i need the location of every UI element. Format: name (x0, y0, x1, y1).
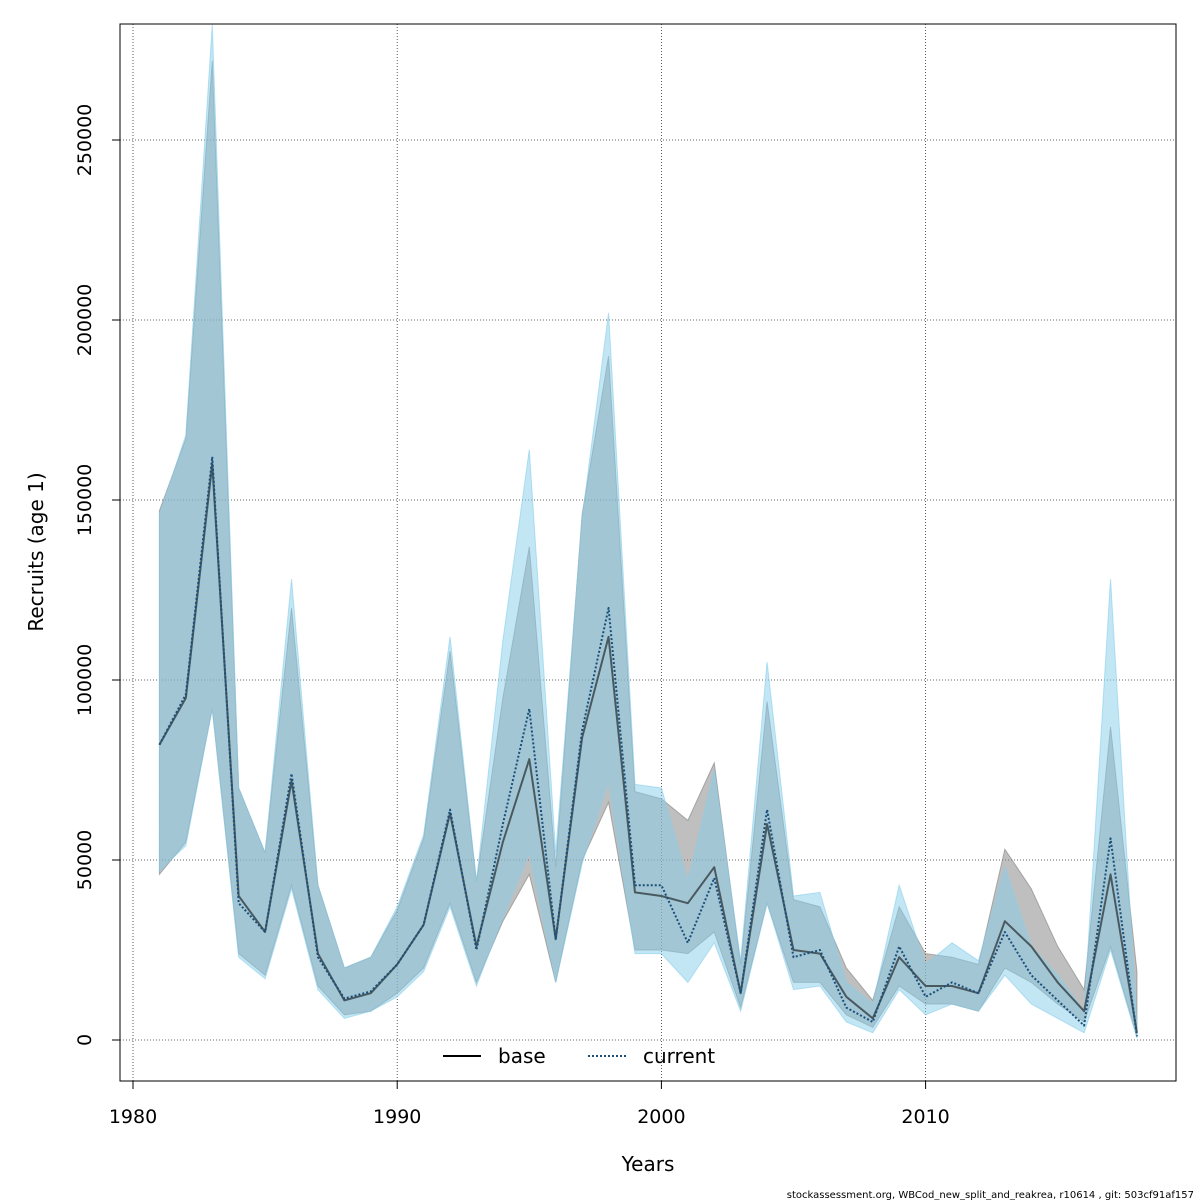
x-tick-label: 2010 (901, 1106, 949, 1128)
legend: base current (443, 1044, 715, 1068)
series-lines (158, 455, 1138, 1037)
y-tick-label: 250000 (74, 104, 96, 177)
y-tick-label: 0 (74, 1034, 96, 1046)
x-tick-label: 1990 (373, 1106, 421, 1128)
y-tick-label: 50000 (74, 830, 96, 890)
band-current (158, 24, 1138, 1039)
y-tick-label: 150000 (74, 464, 96, 537)
footer-credit: stockassessment.org, WBCod_new_split_and… (787, 1190, 1194, 1200)
x-axis: 1980 1990 2000 2010 (109, 1080, 950, 1128)
y-tick-label: 100000 (74, 644, 96, 717)
y-axis-title: Recruits (age 1) (24, 472, 48, 631)
y-axis: 0 50000 100000 150000 200000 250000 (74, 104, 120, 1046)
line-current (158, 455, 1138, 1037)
x-axis-title: Years (621, 1152, 675, 1176)
legend-label-current: current (643, 1044, 715, 1068)
x-tick-label: 2000 (637, 1106, 685, 1128)
x-tick-label: 1980 (109, 1106, 157, 1128)
y-tick-label: 200000 (74, 284, 96, 357)
legend-label-base: base (498, 1044, 546, 1068)
